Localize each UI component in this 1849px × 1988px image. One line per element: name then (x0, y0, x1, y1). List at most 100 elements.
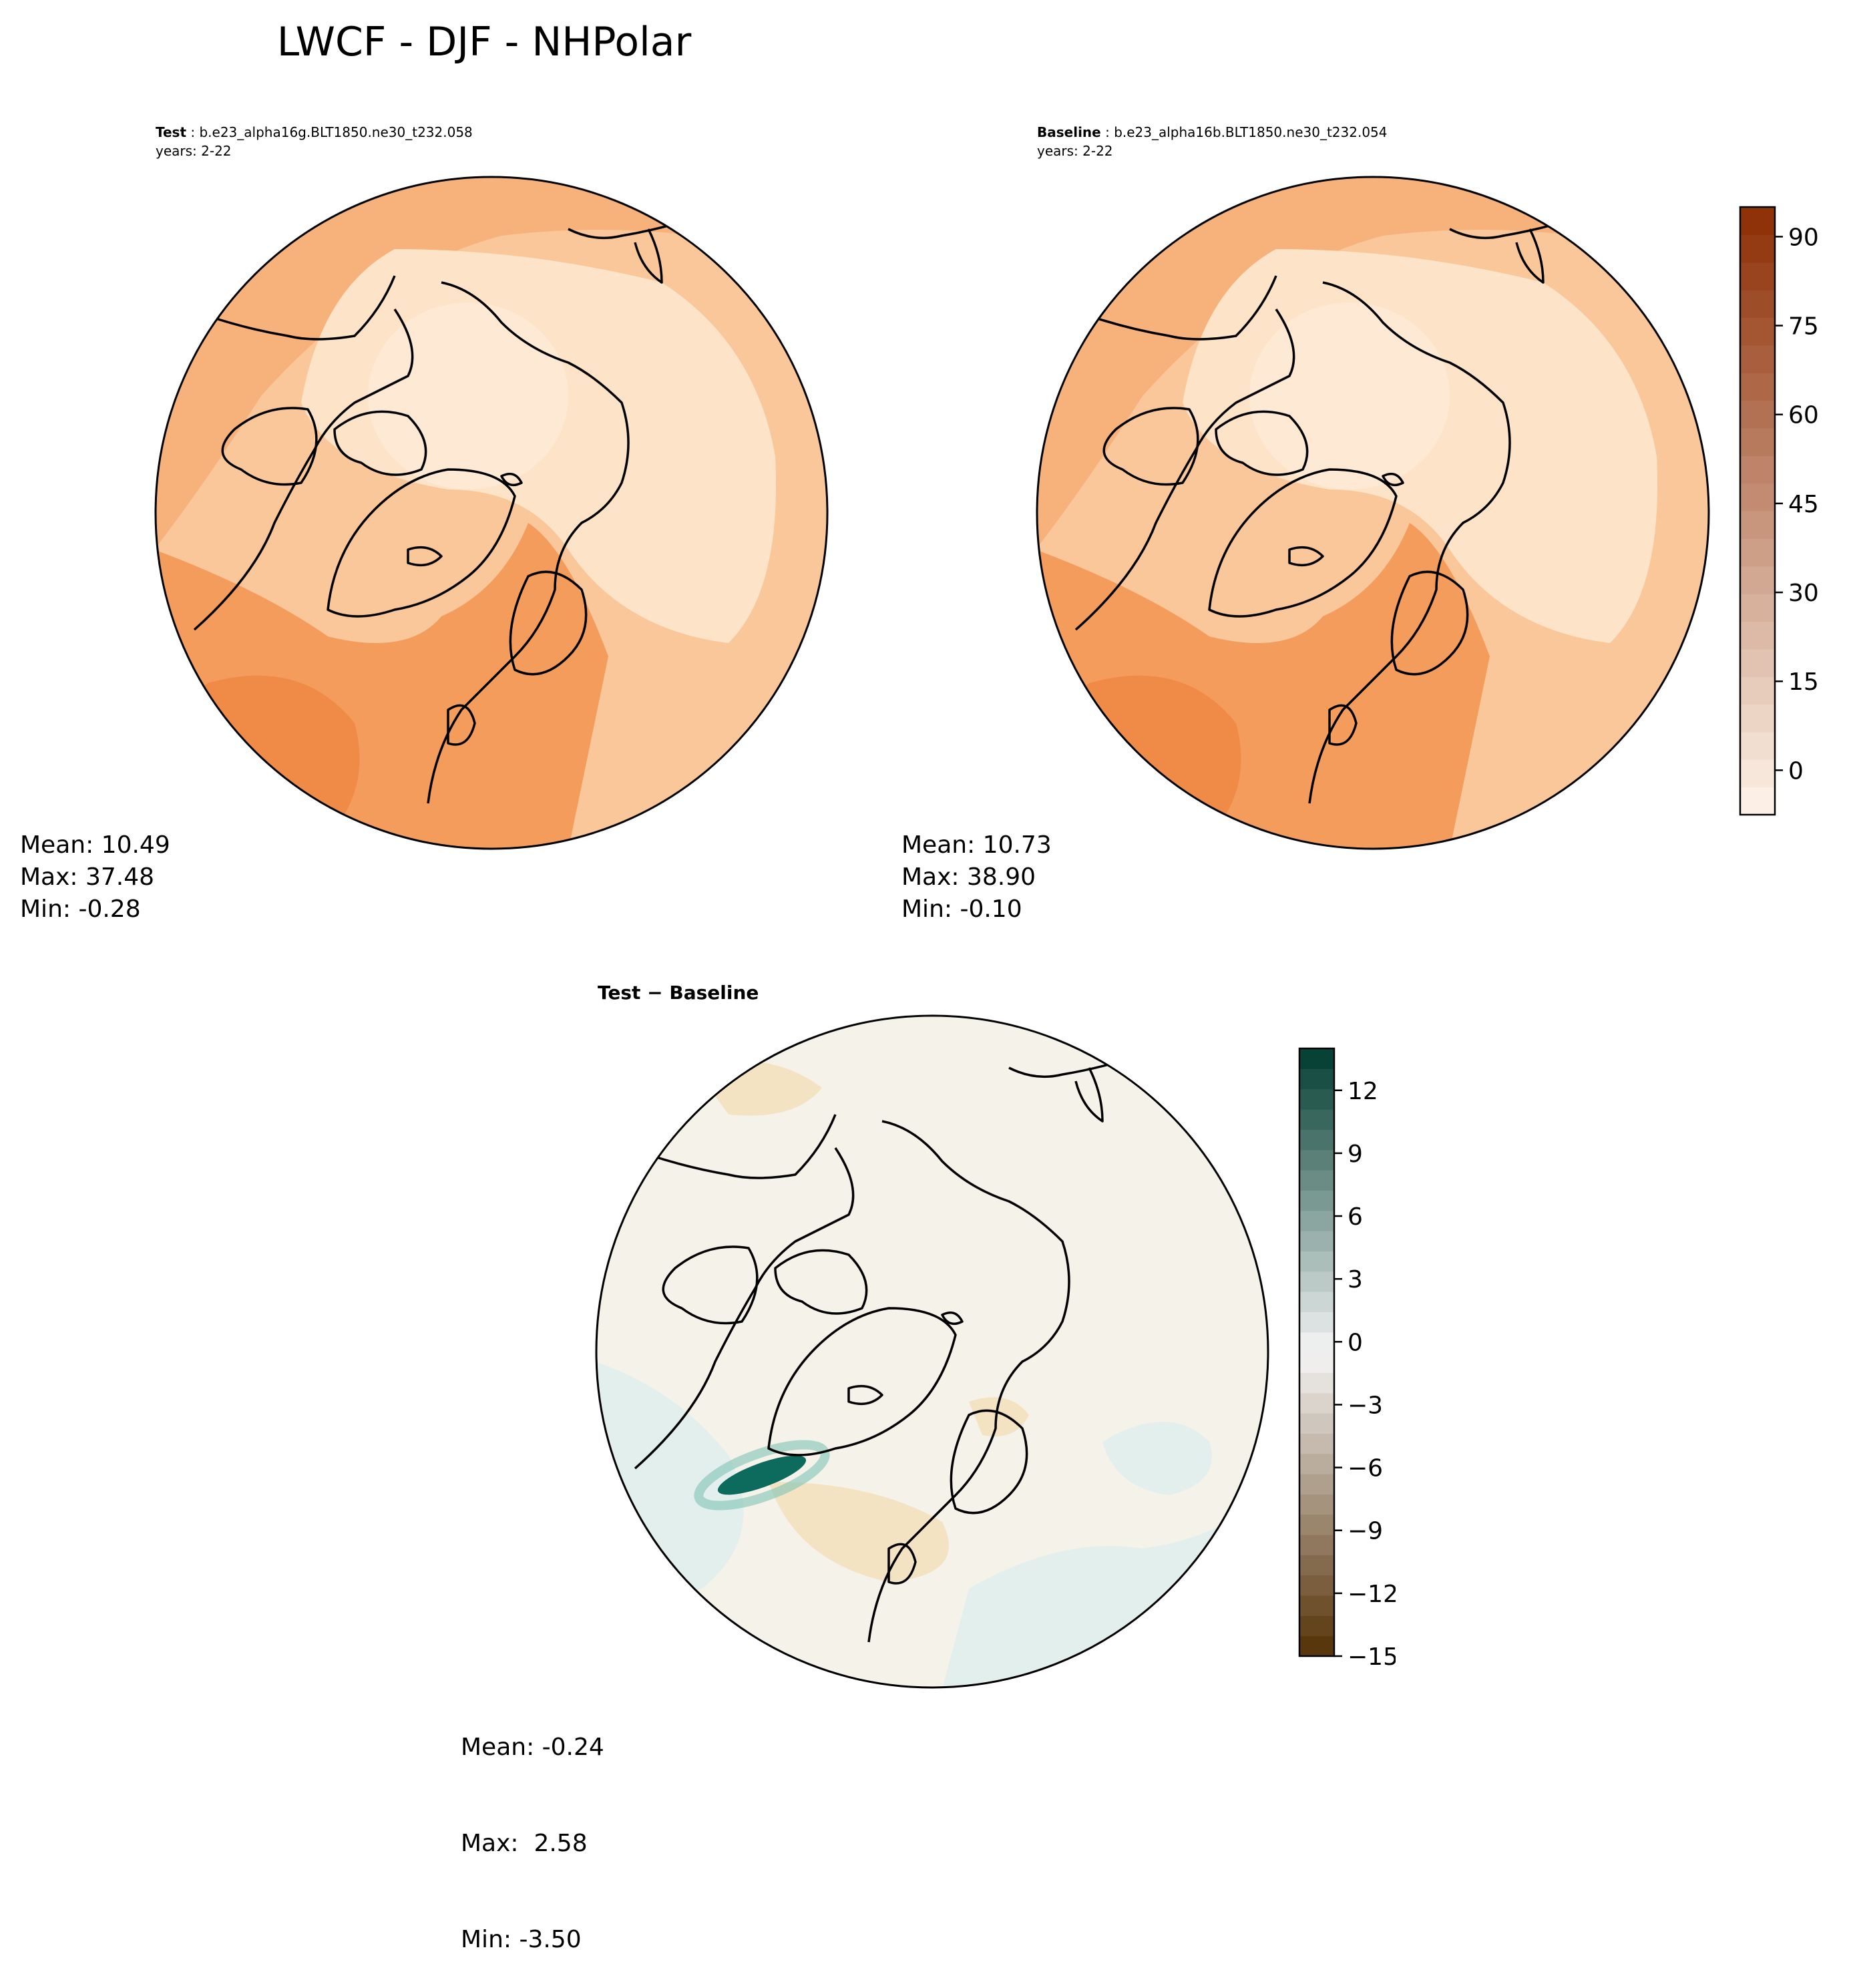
coast-kamchatka (1515, 228, 1545, 284)
colorbar-band (1299, 1312, 1334, 1333)
colorbar-band (1740, 455, 1775, 484)
test-label-bold: Test (156, 124, 187, 140)
colorbar-tick-label: 9 (1348, 1141, 1363, 1168)
colorbar-band (1740, 787, 1775, 815)
colorbar-tick-label: −6 (1348, 1455, 1383, 1482)
field-band-pacific (1037, 177, 1709, 550)
colorbar-tick-label: 45 (1788, 491, 1819, 518)
colorbar-band (1740, 234, 1775, 263)
colorbar-band (1299, 1514, 1334, 1535)
baseline-map (1036, 176, 1710, 850)
coast-hudson-bay (1102, 407, 1199, 486)
colorbar-frame (1739, 206, 1776, 816)
coast-north-america (193, 275, 414, 631)
colorbar-band (1299, 1210, 1334, 1231)
coast-iceland (407, 546, 443, 567)
coast-hudson-bay (221, 407, 318, 486)
coast-uk (887, 1543, 917, 1585)
diff-map (595, 1014, 1269, 1689)
colorbar-tick-label: 6 (1348, 1203, 1363, 1231)
colorbar-band (1740, 538, 1775, 567)
coast-canada-archipelago (774, 1249, 868, 1315)
diff-min: Min: -3.50 (461, 1926, 582, 1953)
colorbar-tick-label: −12 (1348, 1581, 1396, 1608)
colorbar-band (1740, 290, 1775, 319)
baseline-panel-label: Baseline : b.e23_alpha16b.BLT1850.ne30_t… (1037, 124, 1388, 140)
colorbar-band (1299, 1413, 1334, 1434)
colorbar-band (1299, 1170, 1334, 1191)
diff-panel-label: Test − Baseline (598, 982, 759, 1004)
colorbar-band (1299, 1635, 1334, 1657)
colorbar-band (1740, 427, 1775, 456)
test-label-case: : b.e23_alpha16g.BLT1850.ne30_t232.058 (186, 124, 473, 140)
colorbar-tick-label: 0 (1348, 1329, 1363, 1356)
colorbar-tick-label: −15 (1348, 1643, 1396, 1671)
colorbar-tick-label: −3 (1348, 1392, 1383, 1419)
colorbar-tick-label: 3 (1348, 1266, 1363, 1294)
colorbar-band (1740, 345, 1775, 373)
coast-kamchatka (634, 228, 663, 284)
coast-svalbard (500, 472, 523, 487)
colorbar-band (1299, 1109, 1334, 1130)
colorbar-band (1299, 1392, 1334, 1414)
colorbar-tick-label: 0 (1788, 757, 1804, 785)
colorbar-band (1740, 511, 1775, 539)
coast-hudson-bay (662, 1245, 759, 1325)
test-mean: Mean: 10.49 (20, 831, 170, 859)
colorbar-band (1740, 262, 1775, 290)
colorbar-band (1299, 1474, 1334, 1495)
coast-uk (1328, 704, 1358, 746)
diff-stats: Mean: -0.24 Max: 2.58 Min: -3.50 (461, 1667, 604, 1988)
colorbar-band (1740, 317, 1775, 346)
diff-max: Max: 2.58 (461, 1830, 588, 1857)
coast-canada-archipelago (1215, 410, 1309, 476)
colorbar-band (1299, 1149, 1334, 1171)
diff-negative-atlantic (769, 1482, 949, 1582)
colorbar-band (1299, 1129, 1334, 1151)
diff-mean: Mean: -0.24 (461, 1734, 604, 1761)
colorbar-tick-label: 15 (1788, 668, 1819, 696)
diff-positive-east (1102, 1422, 1212, 1495)
coast-uk (447, 704, 476, 746)
test-map (154, 176, 829, 850)
coast-scandinavia (509, 570, 588, 676)
diff-peak-labrador (717, 1455, 807, 1495)
colorbar-band (1299, 1271, 1334, 1292)
colorbar-band (1299, 1575, 1334, 1596)
coast-kamchatka (1074, 1067, 1104, 1123)
colorbar-band (1299, 1453, 1334, 1474)
colorbar-band (1740, 704, 1775, 733)
colorbar-band (1299, 1190, 1334, 1211)
colorbar-band (1740, 759, 1775, 788)
field-band-far-atlantic (156, 675, 360, 849)
colorbar-band (1299, 1615, 1334, 1637)
field-band-pole (368, 303, 568, 489)
colorbar-tick-label: 90 (1788, 224, 1819, 251)
test-min: Min: -0.28 (20, 896, 141, 923)
coast-scandinavia (1390, 570, 1469, 676)
test-panel-years: years: 2-22 (156, 143, 232, 159)
colorbar-band (1299, 1352, 1334, 1373)
coast-iceland (1288, 546, 1324, 567)
baseline-stats: Mean: 10.73 Max: 38.90 Min: -0.10 (901, 829, 1052, 926)
coast-greenland (1208, 468, 1398, 618)
colorbar-band (1740, 676, 1775, 705)
field-band-pole (1249, 303, 1450, 489)
baseline-panel-years: years: 2-22 (1037, 143, 1113, 159)
colorbar-band (1299, 1595, 1334, 1616)
colorbar-band (1299, 1088, 1334, 1110)
colorbar-diff: −15 −12 −9 −6 −3 0 3 6 9 12 (1298, 1047, 1396, 1671)
baseline-max: Max: 38.90 (901, 863, 1036, 891)
colorbar-tick-label: 75 (1788, 313, 1819, 341)
baseline-label-case: : b.e23_alpha16b.BLT1850.ne30_t232.054 (1100, 124, 1388, 140)
coast-svalbard (941, 1311, 964, 1326)
colorbar-frame (1298, 1047, 1336, 1657)
colorbar-band (1740, 400, 1775, 429)
colorbar-band (1299, 1555, 1334, 1576)
field-band-pacific (156, 177, 827, 550)
colorbar-band (1740, 648, 1775, 677)
colorbar-band (1299, 1494, 1334, 1515)
coast-eurasia (1308, 281, 1511, 804)
colorbar-band (1299, 1291, 1334, 1312)
figure-title: LWCF - DJF - NHPolar (276, 19, 692, 65)
